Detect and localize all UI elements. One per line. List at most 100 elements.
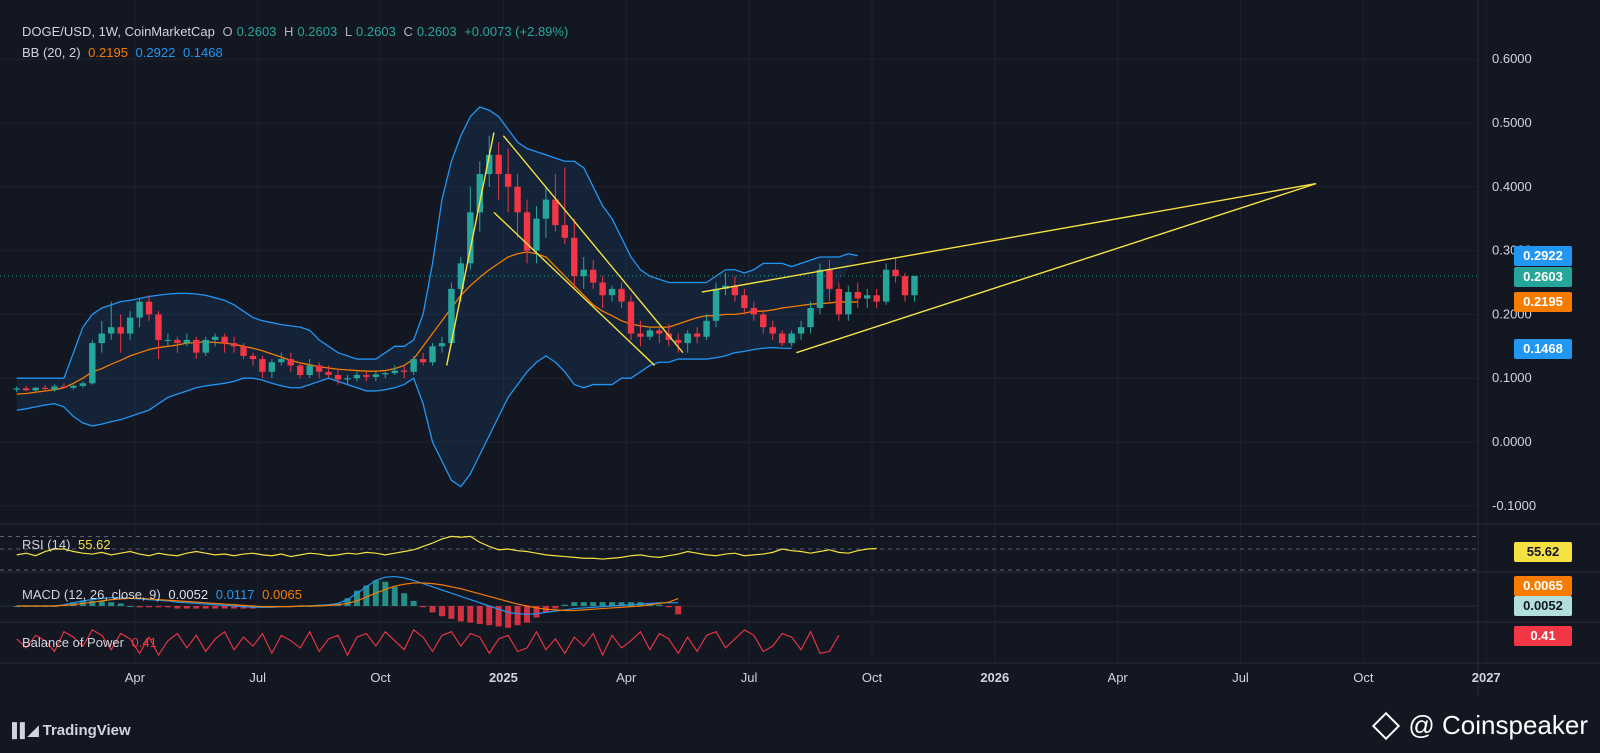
rsi-value: 55.62	[78, 537, 111, 552]
candle-body	[807, 308, 814, 328]
candle-body	[514, 186, 521, 213]
candle-body	[552, 199, 559, 226]
candle-body	[221, 336, 228, 344]
macd-histogram-bar	[193, 606, 200, 609]
trendline	[701, 182, 1317, 293]
candle-body	[164, 339, 172, 341]
candle-body	[400, 370, 408, 372]
candle-body	[835, 288, 843, 315]
macd-signal-line	[16, 582, 679, 612]
h-label: H	[284, 24, 294, 39]
macd-histogram-bar	[174, 606, 181, 609]
candle-body	[457, 263, 465, 289]
chart-canvas[interactable]: 0.60000.50000.40000.30000.20000.10000.00…	[0, 0, 1600, 700]
macd-tag: 0.0052	[1514, 596, 1572, 616]
candle-body	[656, 330, 663, 334]
macd-histogram-bar	[363, 585, 370, 606]
candle-body	[571, 237, 578, 277]
macd-histogram-bar	[240, 606, 247, 609]
coinspeaker-text: @ Coinspeaker	[1408, 710, 1588, 740]
macd-histogram-bar	[656, 604, 663, 606]
candle-body	[202, 339, 209, 353]
candle-body	[334, 375, 342, 380]
candle-body	[665, 333, 672, 340]
bb-lower-value: 0.1468	[182, 45, 223, 60]
macd-histogram-bar	[202, 606, 209, 609]
macd-histogram-bar	[401, 593, 408, 606]
candle-body	[561, 225, 569, 238]
x-tick-label: 2025	[489, 670, 518, 685]
candle-body	[240, 346, 247, 356]
bb-upper-value: 0.2922	[135, 45, 176, 60]
candle-body	[778, 333, 786, 344]
candle-body	[637, 333, 644, 337]
candle-body	[627, 301, 635, 334]
y-tick-label: 0.1000	[1492, 370, 1532, 385]
candle-body	[429, 346, 436, 363]
candle-body	[98, 333, 105, 344]
candle-body	[268, 362, 276, 372]
candle-body	[760, 314, 767, 328]
candle-body	[353, 375, 361, 379]
bop-value: 0.41	[131, 635, 157, 650]
last-price-tag: 0.2603	[1514, 267, 1572, 287]
trendline	[493, 211, 656, 366]
candle-body	[882, 269, 890, 302]
macd-hist-value: 0.0065	[262, 587, 302, 602]
candle-body	[136, 301, 143, 318]
tradingview-icon: ▌▌◢	[12, 722, 39, 738]
candle-body	[864, 295, 871, 299]
change-value: +0.0073 (+2.89%)	[464, 24, 569, 39]
candle-body	[599, 282, 606, 296]
candle-body	[816, 269, 824, 309]
candle-body	[854, 292, 861, 299]
candle-body	[495, 154, 502, 175]
candle-body	[297, 365, 304, 376]
macd-histogram-bar	[552, 606, 559, 609]
bb-lower-line	[16, 346, 792, 488]
macd-histogram-bar	[127, 606, 134, 607]
candle-body	[382, 373, 389, 375]
bop-line	[16, 629, 840, 657]
x-tick-label: Jul	[249, 670, 266, 685]
macd-histogram-bar	[665, 606, 672, 608]
macd-histogram-bar	[467, 606, 474, 623]
candle-body	[174, 339, 181, 344]
macd-value: 0.0052	[168, 587, 209, 602]
bb-lower-tag: 0.1468	[1514, 339, 1572, 359]
macd-histogram-bar	[571, 602, 578, 606]
candle-body	[344, 378, 351, 380]
candle-body	[580, 269, 587, 277]
macd-histogram-bar	[98, 600, 105, 606]
macd-histogram-bar	[231, 606, 238, 609]
candle-body	[287, 359, 294, 366]
macd-histogram-bar	[590, 602, 597, 606]
macd-histogram-bar	[353, 590, 360, 606]
candle-body	[901, 276, 909, 296]
candle-body	[22, 388, 30, 391]
c-label: C	[403, 24, 413, 39]
macd-histogram-bar	[70, 602, 77, 606]
candle-body	[126, 317, 134, 334]
y-tick-label: 0.0000	[1492, 434, 1532, 449]
candle-body	[325, 371, 332, 376]
l-value: 0.2603	[356, 24, 396, 39]
candle-body	[618, 288, 625, 302]
candle-body	[608, 288, 616, 296]
macd-histogram-bar	[89, 600, 96, 606]
macd-histogram-bar	[212, 606, 219, 609]
macd-histogram-bar	[675, 606, 682, 615]
candle-body	[438, 343, 446, 347]
x-tick-label: Oct	[370, 670, 391, 685]
candle-body	[646, 330, 654, 337]
tradingview-logo[interactable]: ▌▌◢ TradingView	[12, 722, 131, 739]
candle-body	[70, 385, 77, 388]
h-value: 0.2603	[297, 24, 338, 39]
macd-histogram-bar	[420, 606, 427, 608]
macd-signal-value: 0.0117	[215, 587, 255, 602]
y-tick-label: 0.4000	[1492, 179, 1532, 194]
candle-body	[183, 339, 191, 344]
o-label: O	[222, 24, 233, 39]
candle-body	[60, 386, 68, 388]
rsi-tag: 55.62	[1514, 542, 1572, 562]
